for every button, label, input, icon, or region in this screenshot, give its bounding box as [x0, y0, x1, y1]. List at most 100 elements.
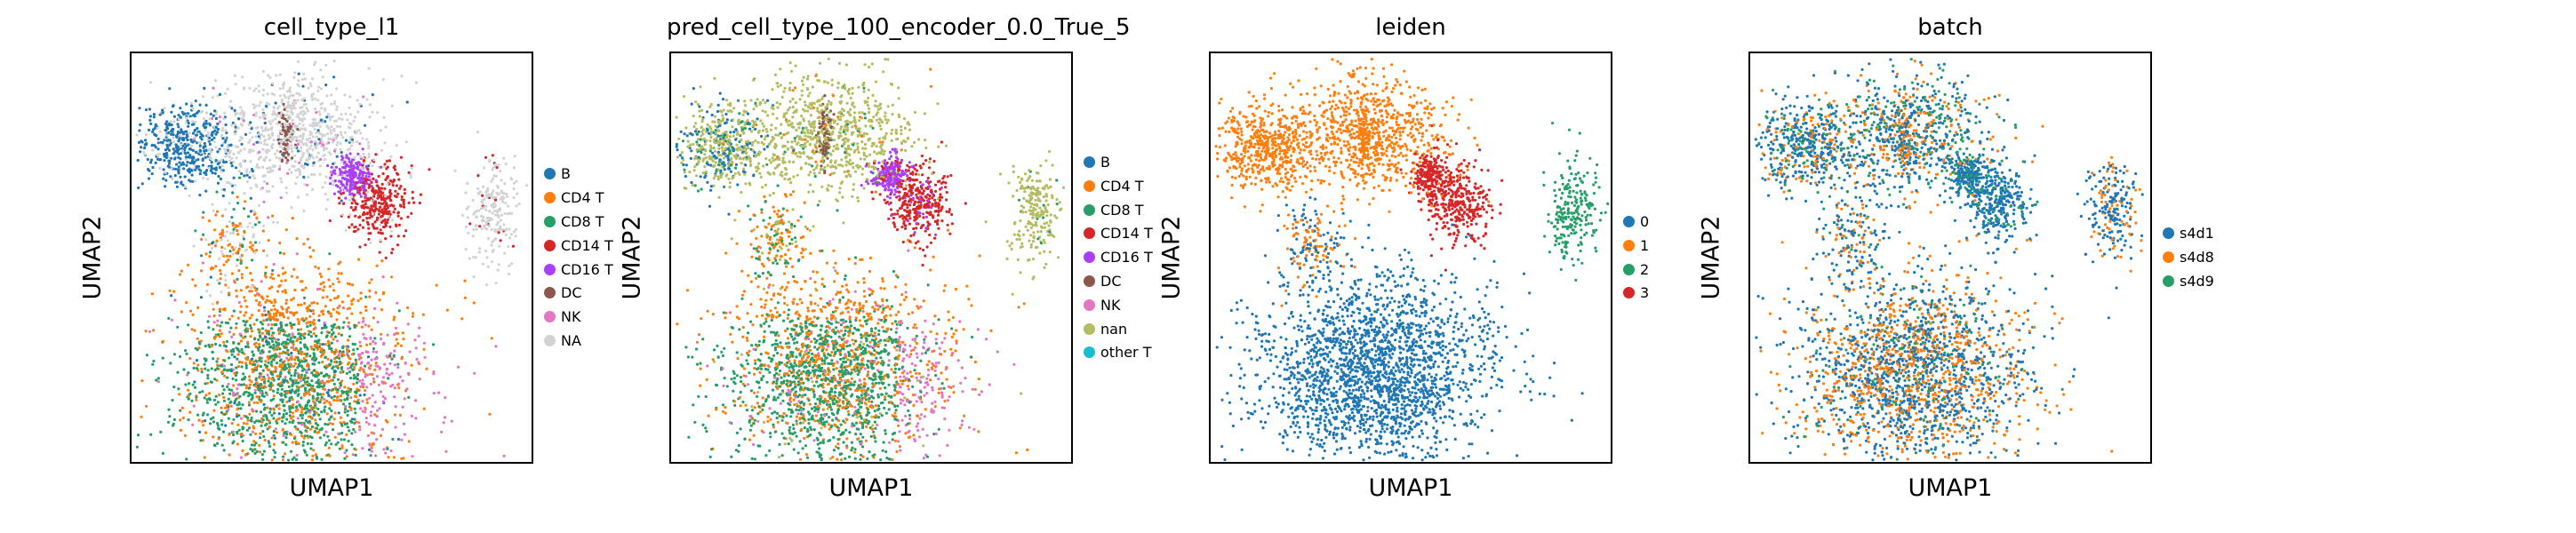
- point-cd14-t: [371, 187, 374, 190]
- point-cd4-t: [324, 305, 327, 308]
- point-na: [184, 185, 188, 188]
- point-cd4-t: [277, 284, 281, 288]
- point-cd8-t: [316, 424, 320, 427]
- point-b: [245, 173, 249, 177]
- point-cd16-t: [348, 157, 351, 161]
- point-cd8-t: [301, 441, 305, 444]
- point-cd4-t: [347, 386, 350, 390]
- point-cd14-t: [395, 184, 398, 187]
- point-cd14-t: [407, 201, 411, 204]
- point-cd14-t: [372, 189, 376, 193]
- point-na: [491, 260, 494, 264]
- point-cd16-t: [338, 179, 341, 183]
- point-cd14-t: [348, 226, 351, 229]
- point-cd4-t: [229, 404, 233, 408]
- point-cd8-t: [346, 410, 349, 413]
- point-cd4-t: [216, 363, 220, 367]
- point-na: [248, 221, 252, 225]
- point-cd8-t: [251, 449, 254, 453]
- point-na: [170, 167, 173, 171]
- point-cd4-t: [220, 232, 223, 236]
- point-b: [196, 111, 199, 115]
- point-cd4-t: [308, 246, 312, 250]
- point-cd16-t: [345, 154, 348, 157]
- point-cd8-t: [213, 368, 217, 371]
- point-na: [508, 264, 511, 267]
- point-cd4-t: [224, 406, 228, 410]
- point-cd8-t: [267, 310, 270, 314]
- point-cd14-t: [352, 208, 356, 212]
- point-cd8-t: [919, 359, 923, 362]
- point-cd14-t: [372, 177, 375, 180]
- point-cd4-t: [338, 399, 341, 402]
- point-cd8-t: [805, 456, 810, 459]
- point-cd4-t: [347, 321, 350, 324]
- point-cd8-t: [343, 422, 347, 426]
- point-b: [149, 161, 153, 164]
- point-cd8-t: [261, 350, 265, 354]
- point-cd4-t: [318, 342, 323, 346]
- point-b: [161, 140, 164, 145]
- point-na: [267, 133, 270, 137]
- point-na: [516, 192, 519, 195]
- point-na: [317, 85, 321, 89]
- point-cd4-t: [240, 253, 244, 257]
- point-cd8-t: [225, 339, 228, 344]
- point-na: [485, 189, 490, 193]
- point-na: [252, 89, 256, 92]
- point-cd4-t: [224, 283, 228, 287]
- point-cd8-t: [339, 381, 342, 385]
- point-b: [182, 167, 186, 171]
- point-cd8-t: [199, 439, 203, 442]
- point-cd4-t: [929, 378, 932, 382]
- point-cd4-t: [249, 335, 252, 338]
- point-cd8-t: [342, 321, 346, 324]
- point-cd4-t: [306, 237, 309, 241]
- point-cd4-t: [260, 378, 264, 381]
- point-b: [177, 171, 180, 175]
- point-b: [183, 175, 187, 179]
- point-na: [261, 147, 265, 151]
- point-nk: [359, 362, 364, 365]
- point-cd14-t: [397, 223, 401, 227]
- point-nk: [393, 386, 396, 390]
- point-cd8-t: [308, 368, 311, 371]
- point-cd4-t: [212, 307, 215, 311]
- point-cd4-t: [293, 378, 297, 382]
- point-cd8-t: [253, 223, 257, 227]
- point-na: [488, 193, 492, 196]
- point-cd8-t: [135, 445, 139, 449]
- point-cd4-t: [292, 364, 296, 368]
- point-na: [330, 125, 333, 129]
- point-cd14-t: [939, 193, 942, 196]
- point-nk: [375, 350, 379, 354]
- point-cd4-t: [257, 303, 260, 306]
- point-cd8-t: [353, 407, 356, 410]
- point-cd8-t: [263, 380, 267, 384]
- point-na: [271, 82, 275, 85]
- point-nk: [450, 419, 453, 423]
- point-cd4-t: [300, 280, 304, 283]
- point-cd16-t: [350, 180, 354, 184]
- point-na: [310, 93, 314, 97]
- point-na: [477, 251, 481, 254]
- point-b: [212, 114, 215, 117]
- point-cd16-t: [356, 166, 360, 170]
- point-b: [188, 115, 192, 118]
- point-cd4-t: [252, 440, 256, 443]
- point-cd4-t: [145, 404, 148, 408]
- point-na: [484, 208, 488, 211]
- point-cd16-t: [364, 181, 368, 185]
- point-na: [308, 157, 311, 161]
- point-b: [151, 165, 155, 170]
- point-cd8-t: [244, 363, 248, 367]
- point-cd8-t: [324, 372, 328, 376]
- point-cd4-t: [285, 351, 289, 354]
- point-cd14-t: [383, 200, 387, 203]
- point-na: [290, 171, 293, 174]
- point-cd8-t: [267, 361, 270, 364]
- point-na: [315, 135, 318, 139]
- point-cd8-t: [874, 327, 877, 330]
- point-na: [252, 233, 255, 236]
- point-cd14-t: [921, 173, 924, 177]
